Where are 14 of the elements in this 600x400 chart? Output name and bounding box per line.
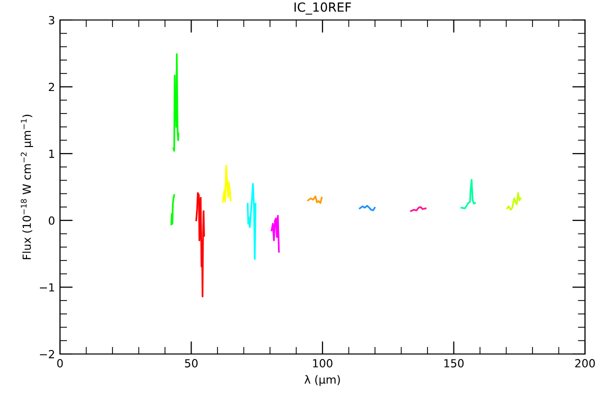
x-axis-title: λ (μm) bbox=[304, 375, 340, 386]
x-tick-label: 100 bbox=[313, 359, 332, 368]
chart-title: IC_10REF bbox=[294, 2, 351, 15]
y-tick-label: −2 bbox=[40, 350, 54, 358]
y-axis-title: Flux (10$^{−18}$ W cm$^{−2}$ μm$^{−1}$) bbox=[20, 114, 34, 260]
y-tick-label: 2 bbox=[48, 82, 54, 92]
x-tick-label: 200 bbox=[575, 359, 595, 368]
y-tick-label: 3 bbox=[48, 16, 54, 24]
x-tick-label: 0 bbox=[57, 359, 63, 368]
y-tick-label: 1 bbox=[49, 150, 54, 158]
y-tick-label: −1 bbox=[40, 283, 54, 292]
x-tick-label: 150 bbox=[444, 359, 464, 368]
y-tick-label: 0 bbox=[48, 216, 54, 225]
x-tick-label: 50 bbox=[185, 359, 198, 368]
